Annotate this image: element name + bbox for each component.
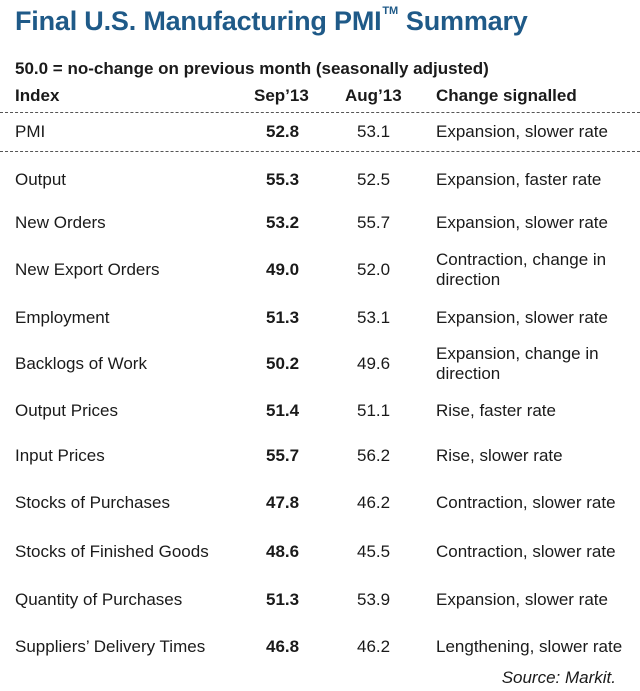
row-index-label: Output	[15, 170, 67, 189]
table-row: Employment 51.3 53.1 Expansion, slower rate	[0, 298, 640, 338]
row-aug13-value: 55.7	[357, 213, 391, 232]
table-row: PMI 52.8 53.1 Expansion, slower rate	[0, 112, 640, 152]
row-aug13-value: 52.5	[357, 170, 391, 189]
row-sep13-value: 55.7	[266, 446, 300, 465]
row-change-signalled: Expansion, slower rate	[436, 308, 608, 327]
header-divider	[0, 112, 640, 113]
column-header-sep13: Sep’13	[254, 86, 309, 105]
row-sep13-value: 50.2	[266, 354, 300, 373]
row-sep13-value: 53.2	[266, 213, 300, 232]
table-row: Input Prices 55.7 56.2 Rise, slower rate	[0, 436, 640, 476]
row-change-signalled: Expansion, slower rate	[436, 122, 608, 141]
source-note: Source: Markit.	[501, 668, 616, 687]
row-sep13-value: 51.4	[266, 401, 300, 420]
row-aug13-value: 45.5	[357, 542, 391, 561]
row-sep13-value: 52.8	[266, 122, 300, 141]
row-aug13-value: 53.1	[357, 122, 391, 141]
row-index-label: Output Prices	[15, 401, 118, 420]
trademark-symbol: TM	[382, 5, 398, 17]
row-index-label: Stocks of Finished Goods	[15, 542, 209, 561]
row-index-label: New Orders	[15, 213, 106, 232]
row-aug13-value: 52.0	[357, 260, 391, 279]
row-change-signalled: Rise, faster rate	[436, 401, 556, 420]
title-suffix: Summary	[405, 6, 528, 36]
row-aug13-value: 56.2	[357, 446, 391, 465]
page-title: Final U.S. Manufacturing PMITM Summary	[15, 5, 528, 37]
row-aug13-value: 53.9	[357, 590, 391, 609]
row-sep13-value: 46.8	[266, 637, 300, 656]
row-change-signalled: Expansion, faster rate	[436, 170, 602, 189]
row-index-label: Stocks of Purchases	[15, 493, 170, 512]
row-index-label: PMI	[15, 122, 46, 141]
row-change-signalled: Expansion, slower rate	[436, 213, 608, 232]
row-index-label: Quantity of Purchases	[15, 590, 183, 609]
title-text: Final U.S. Manufacturing PMI	[15, 6, 382, 36]
row-change-signalled: Contraction, slower rate	[436, 493, 616, 512]
row-index-label: Input Prices	[15, 446, 105, 465]
row-aug13-value: 53.1	[357, 308, 391, 327]
pmi-divider	[0, 151, 640, 152]
row-change-signalled: Rise, slower rate	[436, 446, 563, 465]
column-header-change: Change signalled	[436, 86, 577, 105]
row-index-label: Backlogs of Work	[15, 354, 147, 373]
row-sep13-value: 51.3	[266, 308, 300, 327]
table-row: Stocks of Finished Goods 48.6 45.5 Contract…	[0, 532, 640, 572]
row-index-label: Suppliers’ Delivery Times	[15, 637, 206, 656]
table-row: New Orders 53.2 55.7 Expansion, slower rate	[0, 203, 640, 243]
row-sep13-value: 51.3	[266, 590, 300, 609]
column-header-aug13: Aug’13	[345, 86, 402, 105]
row-change-signalled: Contraction, change in direction	[436, 250, 607, 289]
row-change-signalled: Lengthening, slower rate	[436, 637, 623, 656]
table-row: Stocks of Purchases 47.8 46.2 Contraction, …	[0, 483, 640, 523]
row-index-label: New Export Orders	[15, 260, 160, 279]
row-change-signalled: Expansion, change in direction	[436, 344, 599, 383]
row-change-signalled: Expansion, slower rate	[436, 590, 608, 609]
table-row: Quantity of Purchases 51.3 53.9 Expansion, …	[0, 580, 640, 620]
table-row: Output Prices 51.4 51.1 Rise, faster rate	[0, 391, 640, 431]
row-sep13-value: 48.6	[266, 542, 300, 561]
row-aug13-value: 46.2	[357, 493, 391, 512]
row-change-signalled: Contraction, slower rate	[436, 542, 616, 561]
row-aug13-value: 46.2	[357, 637, 391, 656]
row-sep13-value: 49.0	[266, 260, 300, 279]
row-index-label: Employment	[15, 308, 110, 327]
row-sep13-value: 47.8	[266, 493, 300, 512]
table-row: Backlogs of Work 50.2 49.6 Expansion, chang…	[0, 344, 640, 384]
row-aug13-value: 51.1	[357, 401, 391, 420]
table-row: Output 55.3 52.5 Expansion, faster rate	[0, 160, 640, 200]
table-row: Suppliers’ Delivery Times 46.8 46.2 Lengthe…	[0, 627, 640, 667]
row-sep13-value: 55.3	[266, 170, 300, 189]
table-row: New Export Orders 49.0 52.0 Contraction, ch…	[0, 250, 640, 290]
column-header-index: Index	[15, 86, 60, 105]
row-aug13-value: 49.6	[357, 354, 391, 373]
subtitle: 50.0 = no-change on previous month (seas…	[15, 59, 489, 78]
